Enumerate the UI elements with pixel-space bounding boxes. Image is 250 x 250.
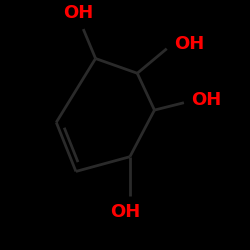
Text: OH: OH [110, 203, 140, 221]
Text: OH: OH [174, 35, 204, 53]
Text: OH: OH [191, 91, 222, 109]
Text: OH: OH [63, 4, 94, 22]
